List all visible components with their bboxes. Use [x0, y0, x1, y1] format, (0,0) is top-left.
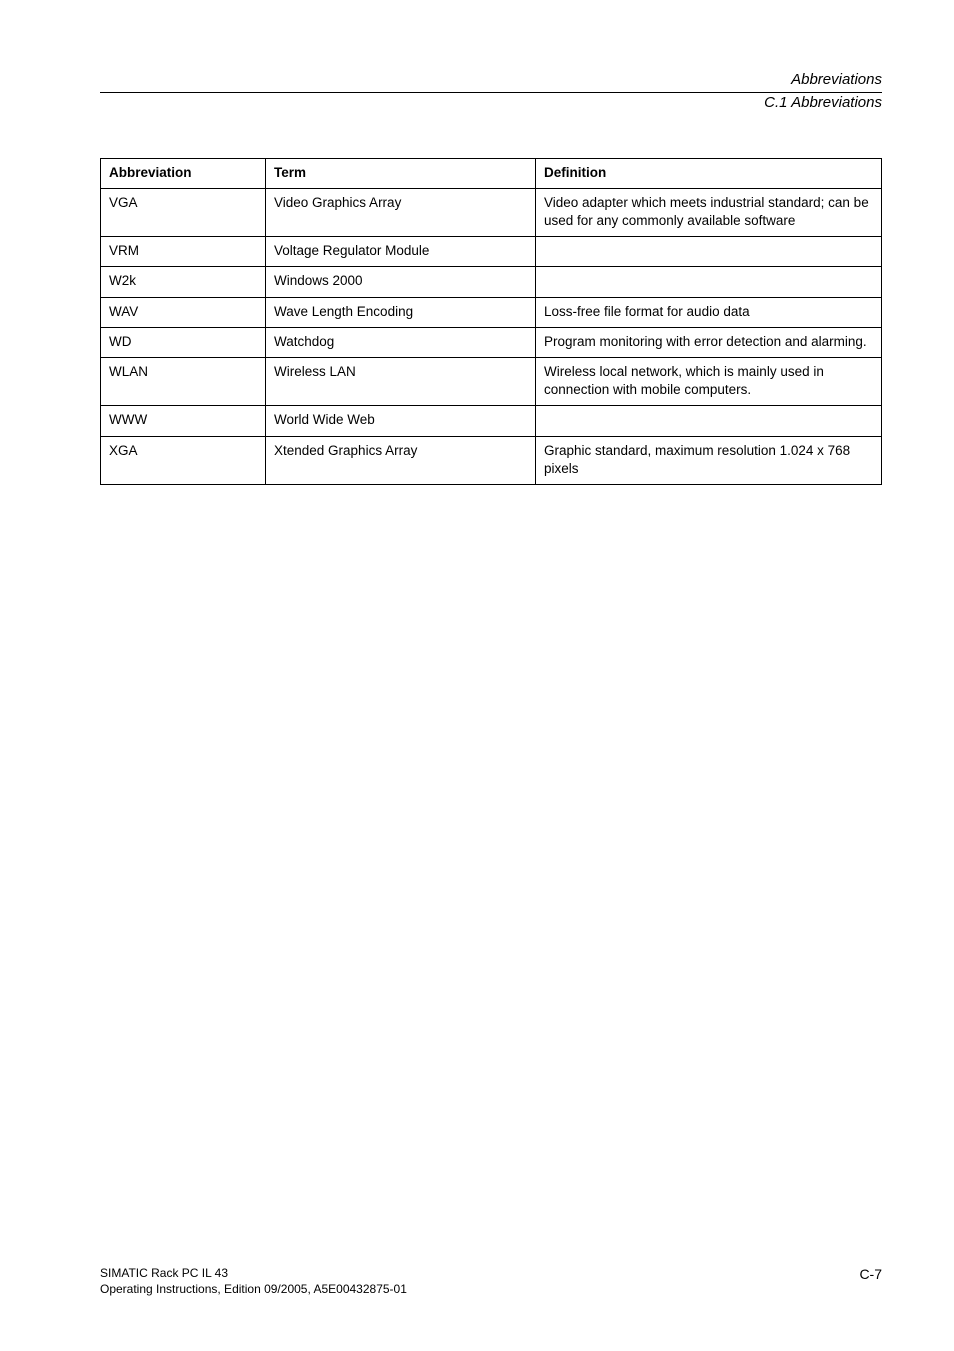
- page-footer: SIMATIC Rack PC IL 43 Operating Instruct…: [100, 1265, 882, 1297]
- footer-page-no: C-7: [859, 1265, 882, 1284]
- table-cell: Video adapter which meets industrial sta…: [536, 188, 882, 236]
- col-abbrev: Abbreviation: [101, 158, 266, 188]
- table-cell: VRM: [101, 237, 266, 267]
- table-cell: Loss-free file format for audio data: [536, 297, 882, 327]
- table-cell: Windows 2000: [266, 267, 536, 297]
- table-row: WDWatchdogProgram monitoring with error …: [101, 327, 882, 357]
- table-cell: Watchdog: [266, 327, 536, 357]
- table-cell: Wireless LAN: [266, 358, 536, 406]
- table-cell: Program monitoring with error detection …: [536, 327, 882, 357]
- table-row: VRMVoltage Regulator Module: [101, 237, 882, 267]
- table-cell: VGA: [101, 188, 266, 236]
- col-term: Term: [266, 158, 536, 188]
- table-cell: [536, 237, 882, 267]
- table-cell: Xtended Graphics Array: [266, 436, 536, 484]
- table-cell: WD: [101, 327, 266, 357]
- table-cell: W2k: [101, 267, 266, 297]
- table-cell: [536, 406, 882, 436]
- abbreviations-table-wrap: Abbreviation Term Definition VGAVideo Gr…: [100, 158, 882, 486]
- header-title: Abbreviations: [100, 70, 882, 90]
- table-cell: WWW: [101, 406, 266, 436]
- table-header-row: Abbreviation Term Definition: [101, 158, 882, 188]
- table-cell: Wireless local network, which is mainly …: [536, 358, 882, 406]
- table-cell: Voltage Regulator Module: [266, 237, 536, 267]
- header-subtitle: C.1 Abbreviations: [100, 93, 882, 113]
- table-cell: Wave Length Encoding: [266, 297, 536, 327]
- footer-line2: Operating Instructions, Edition 09/2005,…: [100, 1281, 407, 1297]
- table-row: VGAVideo Graphics ArrayVideo adapter whi…: [101, 188, 882, 236]
- table-cell: [536, 267, 882, 297]
- table-row: WWWWorld Wide Web: [101, 406, 882, 436]
- table-row: W2kWindows 2000: [101, 267, 882, 297]
- table-row: XGAXtended Graphics ArrayGraphic standar…: [101, 436, 882, 484]
- table-row: WLANWireless LANWireless local network, …: [101, 358, 882, 406]
- table-cell: WAV: [101, 297, 266, 327]
- table-cell: World Wide Web: [266, 406, 536, 436]
- table-cell: Video Graphics Array: [266, 188, 536, 236]
- footer-line1: SIMATIC Rack PC IL 43: [100, 1265, 407, 1281]
- table-cell: WLAN: [101, 358, 266, 406]
- table-cell: Graphic standard, maximum resolution 1.0…: [536, 436, 882, 484]
- table-cell: XGA: [101, 436, 266, 484]
- table-row: WAVWave Length EncodingLoss-free file fo…: [101, 297, 882, 327]
- abbreviations-table: Abbreviation Term Definition VGAVideo Gr…: [100, 158, 882, 486]
- col-def: Definition: [536, 158, 882, 188]
